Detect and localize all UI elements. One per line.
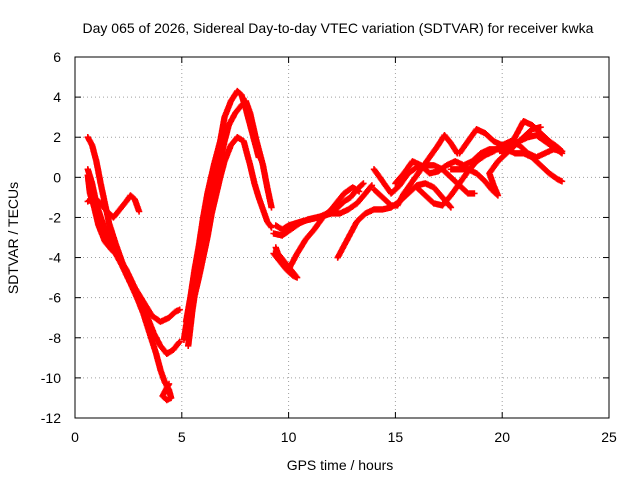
y-tick-label: 6: [53, 49, 61, 65]
y-tick-label: 2: [53, 129, 61, 145]
x-tick-label: 0: [71, 429, 79, 445]
series-trace-s: [499, 118, 566, 157]
x-tick-label: 15: [388, 429, 404, 445]
series-trace-c: [84, 134, 183, 357]
series-trace-d: [84, 166, 175, 404]
data-marker-path: [499, 118, 566, 157]
series-trace-g: [180, 97, 275, 343]
y-tick-label: -4: [49, 250, 62, 266]
y-tick-label: -10: [41, 370, 61, 386]
series-trace-k: [285, 184, 363, 273]
y-tick-label: 4: [53, 89, 61, 105]
y-tick-label: 0: [53, 169, 61, 185]
data-marker-path: [84, 166, 175, 404]
series-trace-o: [392, 146, 566, 187]
data-marker-path: [285, 184, 363, 273]
chart-title: Day 065 of 2026, Sidereal Day-to-day VTE…: [83, 20, 594, 36]
x-tick-label: 20: [494, 429, 510, 445]
data-marker-path: [392, 146, 566, 187]
y-tick-label: -2: [49, 209, 62, 225]
y-axis-label: SDTVAR / TECUs: [5, 182, 21, 294]
data-series: [84, 87, 566, 404]
data-marker-path: [84, 134, 183, 357]
y-tick-label: -6: [49, 290, 62, 306]
grid: [75, 57, 609, 418]
series-trace-a: [84, 172, 183, 325]
data-marker-path: [84, 172, 183, 325]
x-tick-label: 25: [601, 429, 617, 445]
data-marker-path: [180, 97, 275, 343]
plot-frame: [74, 56, 610, 419]
axis-ticks: 0 5 10 15 20 25 -12 -10 -8 -6 -4 -2 0 2 4 6: [41, 49, 617, 445]
y-tick-label: -8: [49, 330, 62, 346]
x-axis-label: GPS time / hours: [287, 457, 394, 473]
y-tick-label: -12: [41, 410, 61, 426]
x-tick-label: 10: [281, 429, 297, 445]
series-trace-i: [270, 244, 301, 281]
x-tick-label: 5: [178, 429, 186, 445]
data-marker-path: [270, 244, 301, 281]
